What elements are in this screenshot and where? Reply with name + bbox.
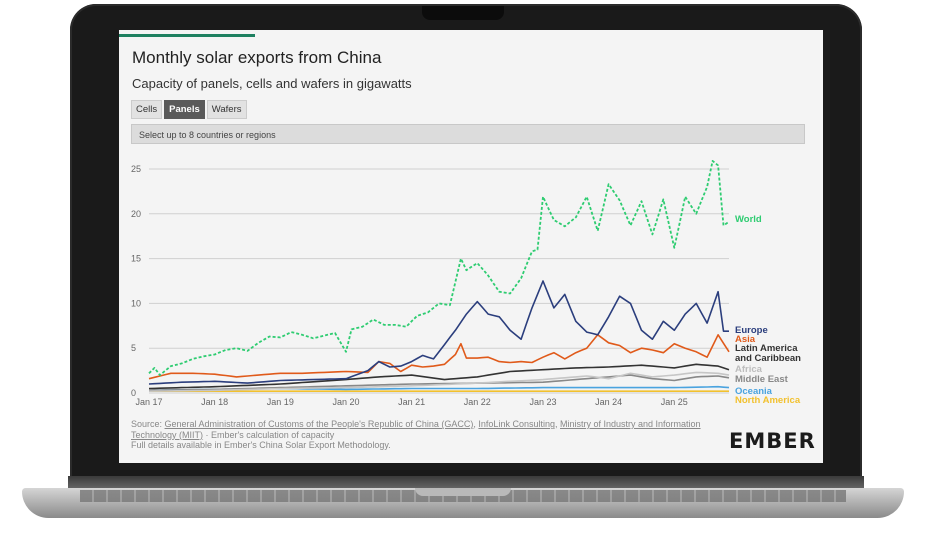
x-tick-label: Jan 22 (464, 397, 491, 407)
y-tick-label: 20 (131, 209, 141, 219)
x-tick-label: Jan 17 (135, 397, 162, 407)
chart-title: Monthly solar exports from China (132, 48, 381, 68)
source-prefix: Source: (131, 419, 165, 429)
x-tick-label: Jan 21 (398, 397, 425, 407)
chart-card: Monthly solar exports from China Capacit… (119, 30, 823, 463)
source-note: Source: General Administration of Custom… (131, 419, 711, 451)
source-link-infolink[interactable]: InfoLink Consulting (478, 419, 555, 429)
tab-cells[interactable]: Cells (131, 100, 162, 119)
series-line-world (149, 161, 729, 375)
x-tick-label: Jan 19 (267, 397, 294, 407)
legend-label-latin-america-and-caribbean[interactable]: Latin America and Caribbean (735, 344, 815, 364)
x-tick-label: Jan 20 (332, 397, 359, 407)
accent-bar (119, 34, 255, 37)
x-tick-label: Jan 18 (201, 397, 228, 407)
y-tick-label: 10 (131, 298, 141, 308)
y-tick-label: 15 (131, 254, 141, 264)
product-tabs: Cells Panels Wafers (131, 100, 247, 119)
ember-logo: EMBER (729, 429, 816, 453)
tab-panels[interactable]: Panels (164, 100, 205, 119)
legend-label-north-america[interactable]: North America (735, 396, 800, 406)
laptop-notch (415, 488, 511, 496)
y-tick-label: 25 (131, 164, 141, 174)
region-selector[interactable]: Select up to 8 countries or regions (131, 124, 805, 144)
source-link-gacc[interactable]: General Administration of Customs of the… (165, 419, 474, 429)
series-line-asia (149, 335, 729, 379)
x-tick-label: Jan 24 (595, 397, 622, 407)
camera-notch (422, 6, 504, 20)
source-suffix: · Ember's calculation of capacity (203, 430, 334, 440)
legend-label-world[interactable]: World (735, 215, 762, 225)
series-line-europe (149, 281, 729, 384)
chart-subtitle: Capacity of panels, cells and wafers in … (132, 76, 412, 91)
legend-label-middle-east[interactable]: Middle East (735, 375, 788, 385)
x-tick-label: Jan 23 (529, 397, 556, 407)
tab-wafers[interactable]: Wafers (207, 100, 247, 119)
x-tick-label: Jan 25 (661, 397, 688, 407)
y-tick-label: 5 (131, 343, 136, 353)
methodology-note: Full details available in Ember's China … (131, 440, 391, 450)
